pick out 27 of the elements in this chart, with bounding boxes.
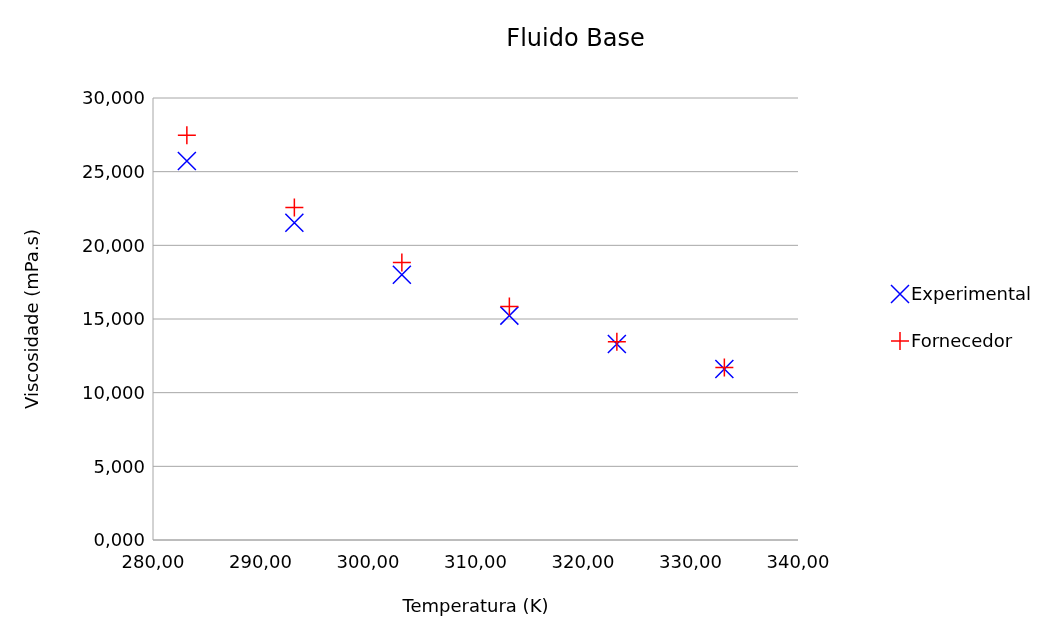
point [284,197,305,218]
legend-label: Fornecedor [911,330,1013,352]
y-tick-label: 0,000 [93,529,145,551]
y-tick-label: 10,000 [82,381,145,403]
y-tick-label: 5,000 [93,455,145,477]
x-tick-label: 290,00 [229,551,292,572]
y-tick-label: 30,000 [82,87,145,109]
x-tick-label: 300,00 [336,551,400,572]
point [499,296,520,317]
y-tick-label: 15,000 [82,308,145,330]
point [499,305,520,326]
x-tick-label: 280,00 [121,551,185,572]
x-tick-label: 310,00 [444,551,507,572]
point [284,213,305,233]
point [177,151,197,171]
x-tick-label: 340,00 [766,551,830,572]
point [392,252,412,273]
y-tick-label: 25,000 [82,160,145,182]
point [177,125,197,146]
x-tick-label: 330,00 [659,551,722,572]
legend-label: Experimental [911,283,1032,305]
x-tick-label: 320,00 [551,551,615,572]
point [392,265,412,285]
x-axis-title: Temperatura (K) [401,595,549,616]
y-axis-title: Viscosidade (mPa.s) [21,228,42,410]
chart-title: Fluido Base [506,24,645,52]
y-tick-label: 20,000 [82,234,145,256]
